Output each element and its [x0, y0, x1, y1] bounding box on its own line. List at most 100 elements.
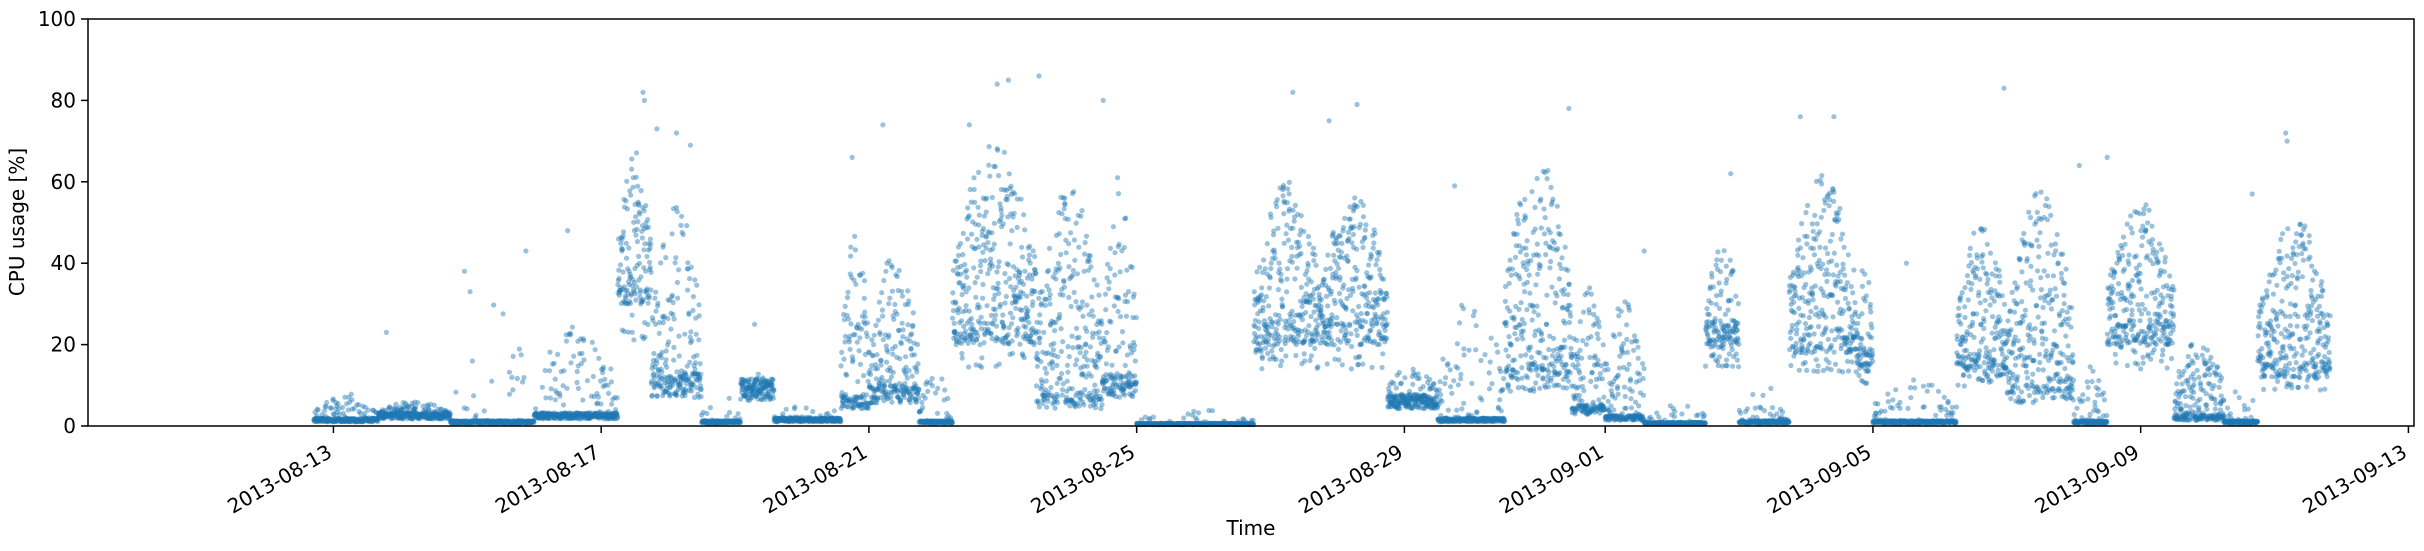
data-point: [581, 338, 587, 344]
data-point: [1113, 348, 1119, 354]
data-point: [696, 302, 702, 308]
data-point: [370, 407, 376, 413]
data-point: [330, 397, 336, 403]
data-point: [984, 303, 990, 309]
data-point: [1289, 308, 1295, 314]
data-point: [897, 356, 903, 362]
data-point: [1047, 301, 1053, 307]
data-point: [1369, 253, 1375, 259]
data-point: [1254, 269, 1260, 275]
data-point: [984, 195, 990, 201]
data-point: [325, 415, 331, 421]
data-point: [354, 402, 360, 408]
data-point: [345, 416, 351, 422]
data-point: [393, 401, 399, 407]
data-point: [1284, 276, 1290, 282]
data-point: [985, 271, 991, 277]
data-point: [473, 412, 479, 418]
data-point: [1038, 359, 1044, 365]
data-point: [318, 415, 324, 421]
data-point: [906, 368, 912, 374]
data-point: [1116, 344, 1122, 350]
data-point: [1382, 327, 1388, 333]
data-point: [1299, 303, 1305, 310]
data-point: [857, 335, 863, 341]
data-point: [322, 403, 328, 409]
data-point: [1437, 379, 1443, 385]
data-point: [869, 337, 875, 343]
data-point: [685, 287, 691, 293]
data-point: [382, 415, 388, 421]
data-point: [595, 394, 602, 400]
data-point: [907, 399, 913, 406]
data-point: [372, 416, 378, 422]
data-point: [620, 229, 627, 235]
data-point: [557, 393, 563, 399]
data-point: [633, 150, 640, 156]
data-point: [396, 410, 402, 416]
data-point: [401, 410, 407, 417]
data-point: [707, 405, 714, 411]
data-point: [1305, 263, 1311, 269]
data-point: [367, 418, 373, 424]
data-point: [384, 414, 390, 420]
data-point: [634, 226, 640, 232]
data-point: [1089, 308, 1095, 314]
data-point: [663, 348, 669, 354]
data-point: [323, 416, 329, 422]
data-point: [1445, 407, 1451, 413]
data-point: [384, 411, 390, 417]
data-point: [909, 373, 915, 379]
data-point: [990, 246, 996, 252]
data-point: [629, 329, 635, 335]
data-point: [879, 290, 885, 296]
data-point: [335, 417, 341, 423]
data-point: [855, 379, 861, 385]
data-point: [1391, 380, 1397, 386]
data-point: [396, 410, 402, 416]
data-point: [1334, 261, 1340, 267]
data-point: [401, 411, 408, 417]
data-point: [1262, 266, 1268, 272]
data-point: [633, 232, 639, 238]
data-point: [500, 311, 506, 317]
data-point: [1058, 251, 1064, 258]
data-point: [1278, 346, 1284, 353]
data-point: [1294, 265, 1300, 271]
data-point: [391, 415, 397, 421]
data-point: [600, 364, 607, 370]
data-point: [358, 418, 364, 424]
data-point: [672, 260, 678, 266]
data-point: [1427, 376, 1433, 382]
data-point: [364, 416, 370, 422]
data-point: [1034, 363, 1040, 369]
data-point: [1339, 362, 1345, 368]
data-point: [370, 418, 376, 424]
data-point: [925, 388, 931, 394]
data-point: [633, 297, 639, 303]
data-point: [867, 371, 874, 377]
data-point: [1349, 240, 1355, 246]
data-point: [359, 417, 366, 423]
data-point: [372, 416, 378, 422]
data-point: [688, 264, 694, 270]
data-point: [408, 411, 414, 417]
data-point: [1104, 330, 1110, 336]
data-point: [331, 415, 337, 421]
data-point: [324, 399, 330, 406]
data-point: [1293, 352, 1299, 359]
data-point: [861, 295, 867, 301]
data-point: [1059, 392, 1065, 398]
data-point: [382, 413, 388, 419]
data-point: [1275, 225, 1281, 231]
data-point: [1277, 266, 1283, 272]
data-point: [367, 418, 373, 424]
data-point: [668, 326, 674, 332]
data-point: [401, 412, 407, 418]
data-point: [982, 258, 988, 264]
data-point: [563, 338, 570, 344]
data-point: [648, 287, 654, 293]
data-point: [971, 175, 977, 181]
data-point: [374, 418, 380, 424]
data-point: [1308, 279, 1314, 285]
